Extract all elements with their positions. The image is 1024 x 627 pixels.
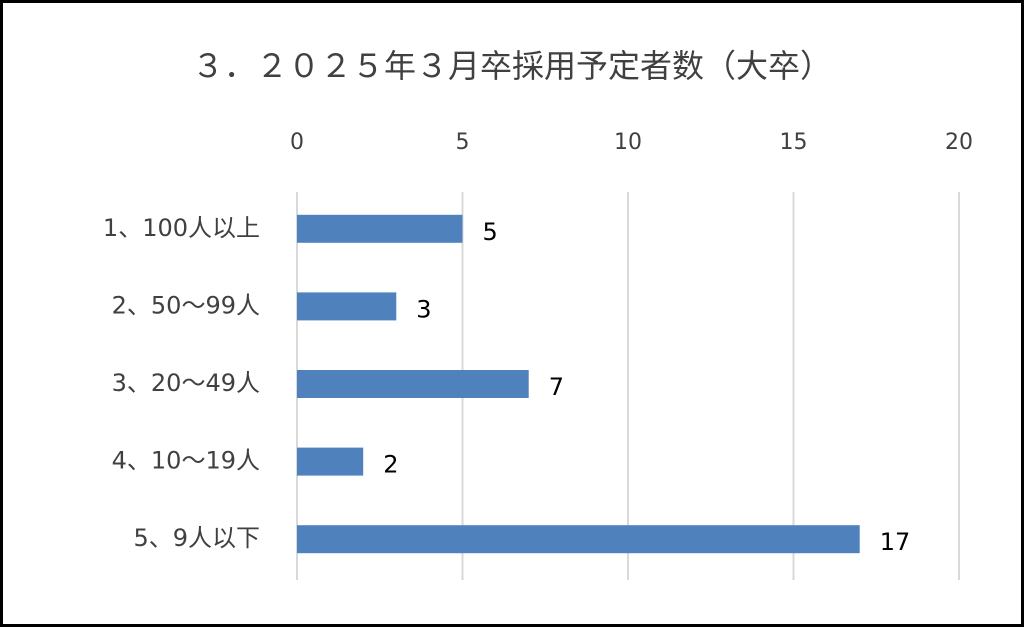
chart-title: ３．２０２５年３月卒採用予定者数（大卒） [192, 47, 832, 85]
value-label: 17 [880, 528, 911, 556]
x-tick-label: 15 [780, 130, 808, 155]
bar [297, 370, 529, 398]
x-tick-label: 20 [945, 130, 973, 155]
value-label: 7 [549, 373, 564, 401]
bar [297, 447, 364, 476]
value-label: 3 [416, 295, 431, 323]
y-tick-label: 2、50～99人 [112, 291, 260, 319]
bar [297, 525, 860, 554]
y-tick-label: 3、20～49人 [112, 369, 260, 397]
x-tick-label: 10 [614, 130, 642, 155]
x-tick-label: 5 [456, 130, 470, 155]
y-tick-label: 5、9人以下 [133, 524, 260, 552]
y-tick-label: 1、100人以上 [103, 214, 260, 242]
x-tick-label: 0 [290, 130, 304, 155]
bar [297, 214, 463, 243]
value-label: 2 [383, 451, 398, 479]
value-label: 5 [483, 218, 498, 246]
y-tick-label: 4、10～19人 [112, 447, 260, 475]
bar [297, 292, 397, 321]
